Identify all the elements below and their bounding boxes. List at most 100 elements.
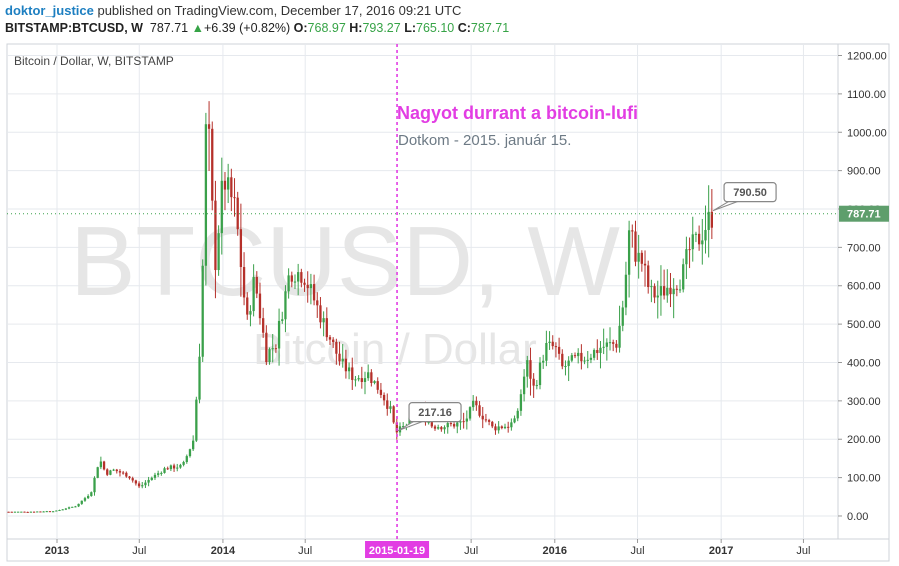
candle-body [172, 465, 176, 469]
candle-body [290, 275, 293, 282]
last-price-badge [839, 205, 889, 222]
candle-body [373, 381, 376, 384]
candle-body [621, 307, 624, 326]
candle-body [577, 352, 580, 357]
candle-body [207, 124, 211, 129]
candle-body [122, 472, 125, 474]
open-value: 768.97 [307, 21, 346, 35]
price-tick-label: 1000.00 [847, 127, 887, 139]
watermark-main: BTCUSD, W [70, 206, 620, 316]
candle-body [64, 508, 68, 510]
candle-body [309, 284, 313, 289]
candle-body [691, 234, 694, 250]
candle-body [586, 359, 589, 361]
candle-body [137, 483, 141, 487]
candle-body [86, 496, 90, 499]
annotation-subline: Dotkom - 2015. január 15. [398, 132, 571, 149]
candle-body [526, 360, 529, 377]
candle-body [360, 378, 363, 382]
candle-body [634, 231, 637, 262]
callout-box [408, 402, 462, 423]
candlesticks [7, 101, 713, 513]
candle-body [510, 422, 513, 428]
candle-body [710, 211, 713, 228]
candle-body [166, 468, 169, 470]
candle-body [102, 461, 106, 470]
price-tick-label: 300.00 [847, 396, 881, 408]
candle-body [179, 464, 182, 468]
candle-body [312, 284, 316, 301]
candle-body [153, 474, 157, 478]
low-value: 765.10 [416, 21, 455, 35]
candle-body [592, 350, 596, 358]
candle-body [10, 511, 13, 513]
candle-body [519, 394, 523, 411]
candle-body [481, 415, 484, 420]
candle-body [707, 211, 710, 230]
candle-body [395, 422, 398, 433]
candle-body [236, 197, 239, 230]
candle-body [516, 410, 519, 419]
candle-body [268, 349, 271, 363]
candle-body [319, 305, 322, 323]
high-label: H: [349, 21, 363, 35]
time-tick-label: 2014 [211, 545, 236, 557]
last-price-label: 787.71 [847, 209, 881, 221]
candle-body [163, 468, 166, 473]
candle-body [363, 378, 367, 382]
candle-body [472, 400, 475, 408]
candle-body [160, 472, 163, 474]
candle-body [195, 399, 198, 441]
candle-body [287, 275, 290, 292]
candle-body [672, 288, 675, 295]
candle-body [408, 417, 411, 426]
candle-body [74, 506, 77, 508]
candle-body [262, 318, 265, 333]
candle-body [347, 367, 351, 372]
candle-body [640, 252, 643, 264]
open-label: O: [293, 21, 308, 35]
candle-body [580, 352, 583, 362]
candle-body [96, 467, 99, 478]
candle-body [265, 332, 268, 363]
candle-body [188, 449, 192, 457]
callout-box [723, 182, 777, 203]
candle-body [507, 426, 510, 428]
candle-body [459, 421, 462, 423]
candle-body [682, 264, 685, 290]
candle-body [211, 128, 214, 201]
candle-body [39, 511, 42, 513]
candle-body [437, 427, 440, 429]
time-axis[interactable] [6, 538, 890, 562]
author-link[interactable]: doktor_justice [5, 3, 94, 18]
candle-body [618, 325, 621, 348]
marker-date-badge [365, 541, 430, 558]
candle-body [500, 426, 503, 429]
candle-body [99, 461, 103, 468]
candle-body [656, 295, 659, 298]
time-tick-label: 2016 [543, 545, 567, 557]
candle-body [20, 511, 23, 513]
low-label: L: [404, 21, 416, 35]
candle-body [487, 420, 491, 422]
candle-body [402, 426, 405, 428]
candle-body [392, 406, 395, 423]
candle-body [325, 318, 328, 338]
candle-body [564, 366, 567, 368]
candle-body [58, 510, 61, 512]
candle-body [538, 362, 542, 386]
candle-body [125, 472, 128, 477]
candle-body [7, 511, 10, 513]
candle-body [71, 506, 74, 508]
symbol-name: BITSTAMP:BTCUSD, W [5, 21, 143, 35]
watermark-sub: Bitcoin / Dollar [253, 325, 537, 374]
candle-body [615, 343, 618, 348]
candle-body [252, 276, 255, 312]
candle-body [112, 469, 115, 471]
price-tick-label: 400.00 [847, 357, 881, 369]
plot-area[interactable] [6, 43, 839, 540]
candle-body [513, 418, 516, 423]
candle-body [669, 287, 672, 295]
candle-body [150, 477, 153, 480]
